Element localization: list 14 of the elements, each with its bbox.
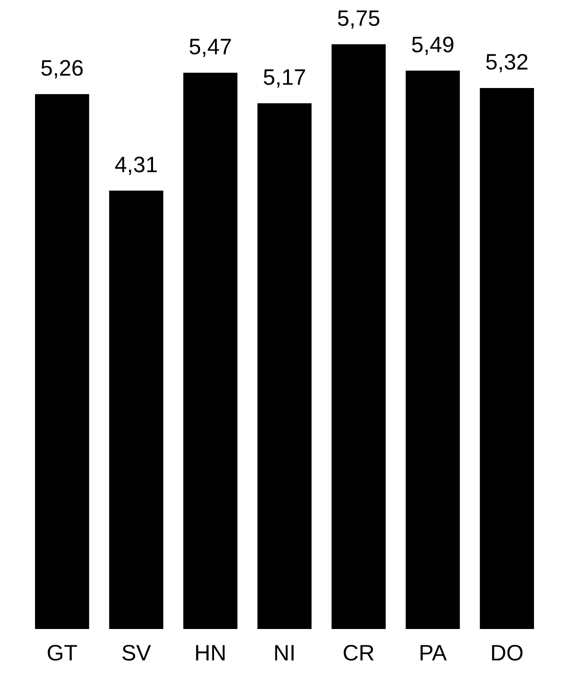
x-tick-label: GT [48,644,77,661]
data-label: 4,31 [115,156,157,176]
data-label: 5,17 [264,69,306,88]
data-label: 5,47 [190,38,231,58]
data-label: 5,75 [338,10,380,29]
x-tick-label: SV [122,644,151,661]
x-tick-label: DO [492,644,523,661]
x-tick-label: PA [420,645,447,660]
data-label: 5,32 [486,54,528,72]
data-label: 5,49 [412,36,454,56]
x-tick-label: HN [196,645,225,660]
x-tick-label: NI [275,645,294,660]
data-label: 5,26 [41,60,83,78]
x-tick-label: CR [344,644,374,661]
